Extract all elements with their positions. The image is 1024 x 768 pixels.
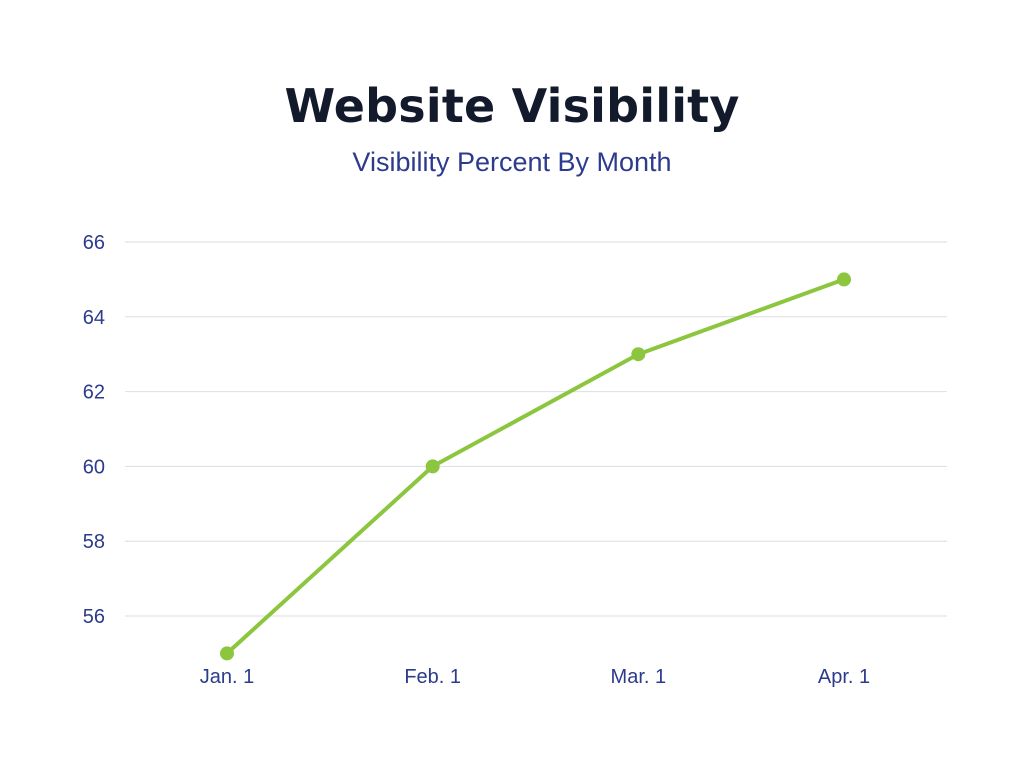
y-tick-label: 58 xyxy=(83,531,105,553)
x-tick-label: Apr. 1 xyxy=(818,666,870,688)
y-tick-label: 62 xyxy=(83,382,105,404)
x-tick-label: Mar. 1 xyxy=(611,666,667,688)
x-tick-label: Jan. 1 xyxy=(200,666,254,688)
data-point xyxy=(220,646,234,661)
series-layer xyxy=(220,272,851,661)
y-tick-label: 56 xyxy=(83,606,105,628)
gridlines xyxy=(125,241,947,617)
chart-subtitle: Visibility Percent By Month xyxy=(352,147,672,177)
y-axis: 56 58 60 62 64 66 xyxy=(83,232,105,628)
data-point xyxy=(425,459,440,474)
x-axis: Jan. 1 Feb. 1 Mar. 1 Apr. 1 xyxy=(200,666,870,688)
data-point xyxy=(837,272,851,287)
y-tick-label: 66 xyxy=(83,232,105,254)
data-point xyxy=(631,347,646,362)
y-tick-label: 60 xyxy=(83,456,105,478)
x-tick-label: Feb. 1 xyxy=(404,666,461,688)
y-tick-label: 64 xyxy=(83,307,105,329)
chart-title: Website Visibility xyxy=(284,79,740,133)
series-line xyxy=(225,277,846,656)
